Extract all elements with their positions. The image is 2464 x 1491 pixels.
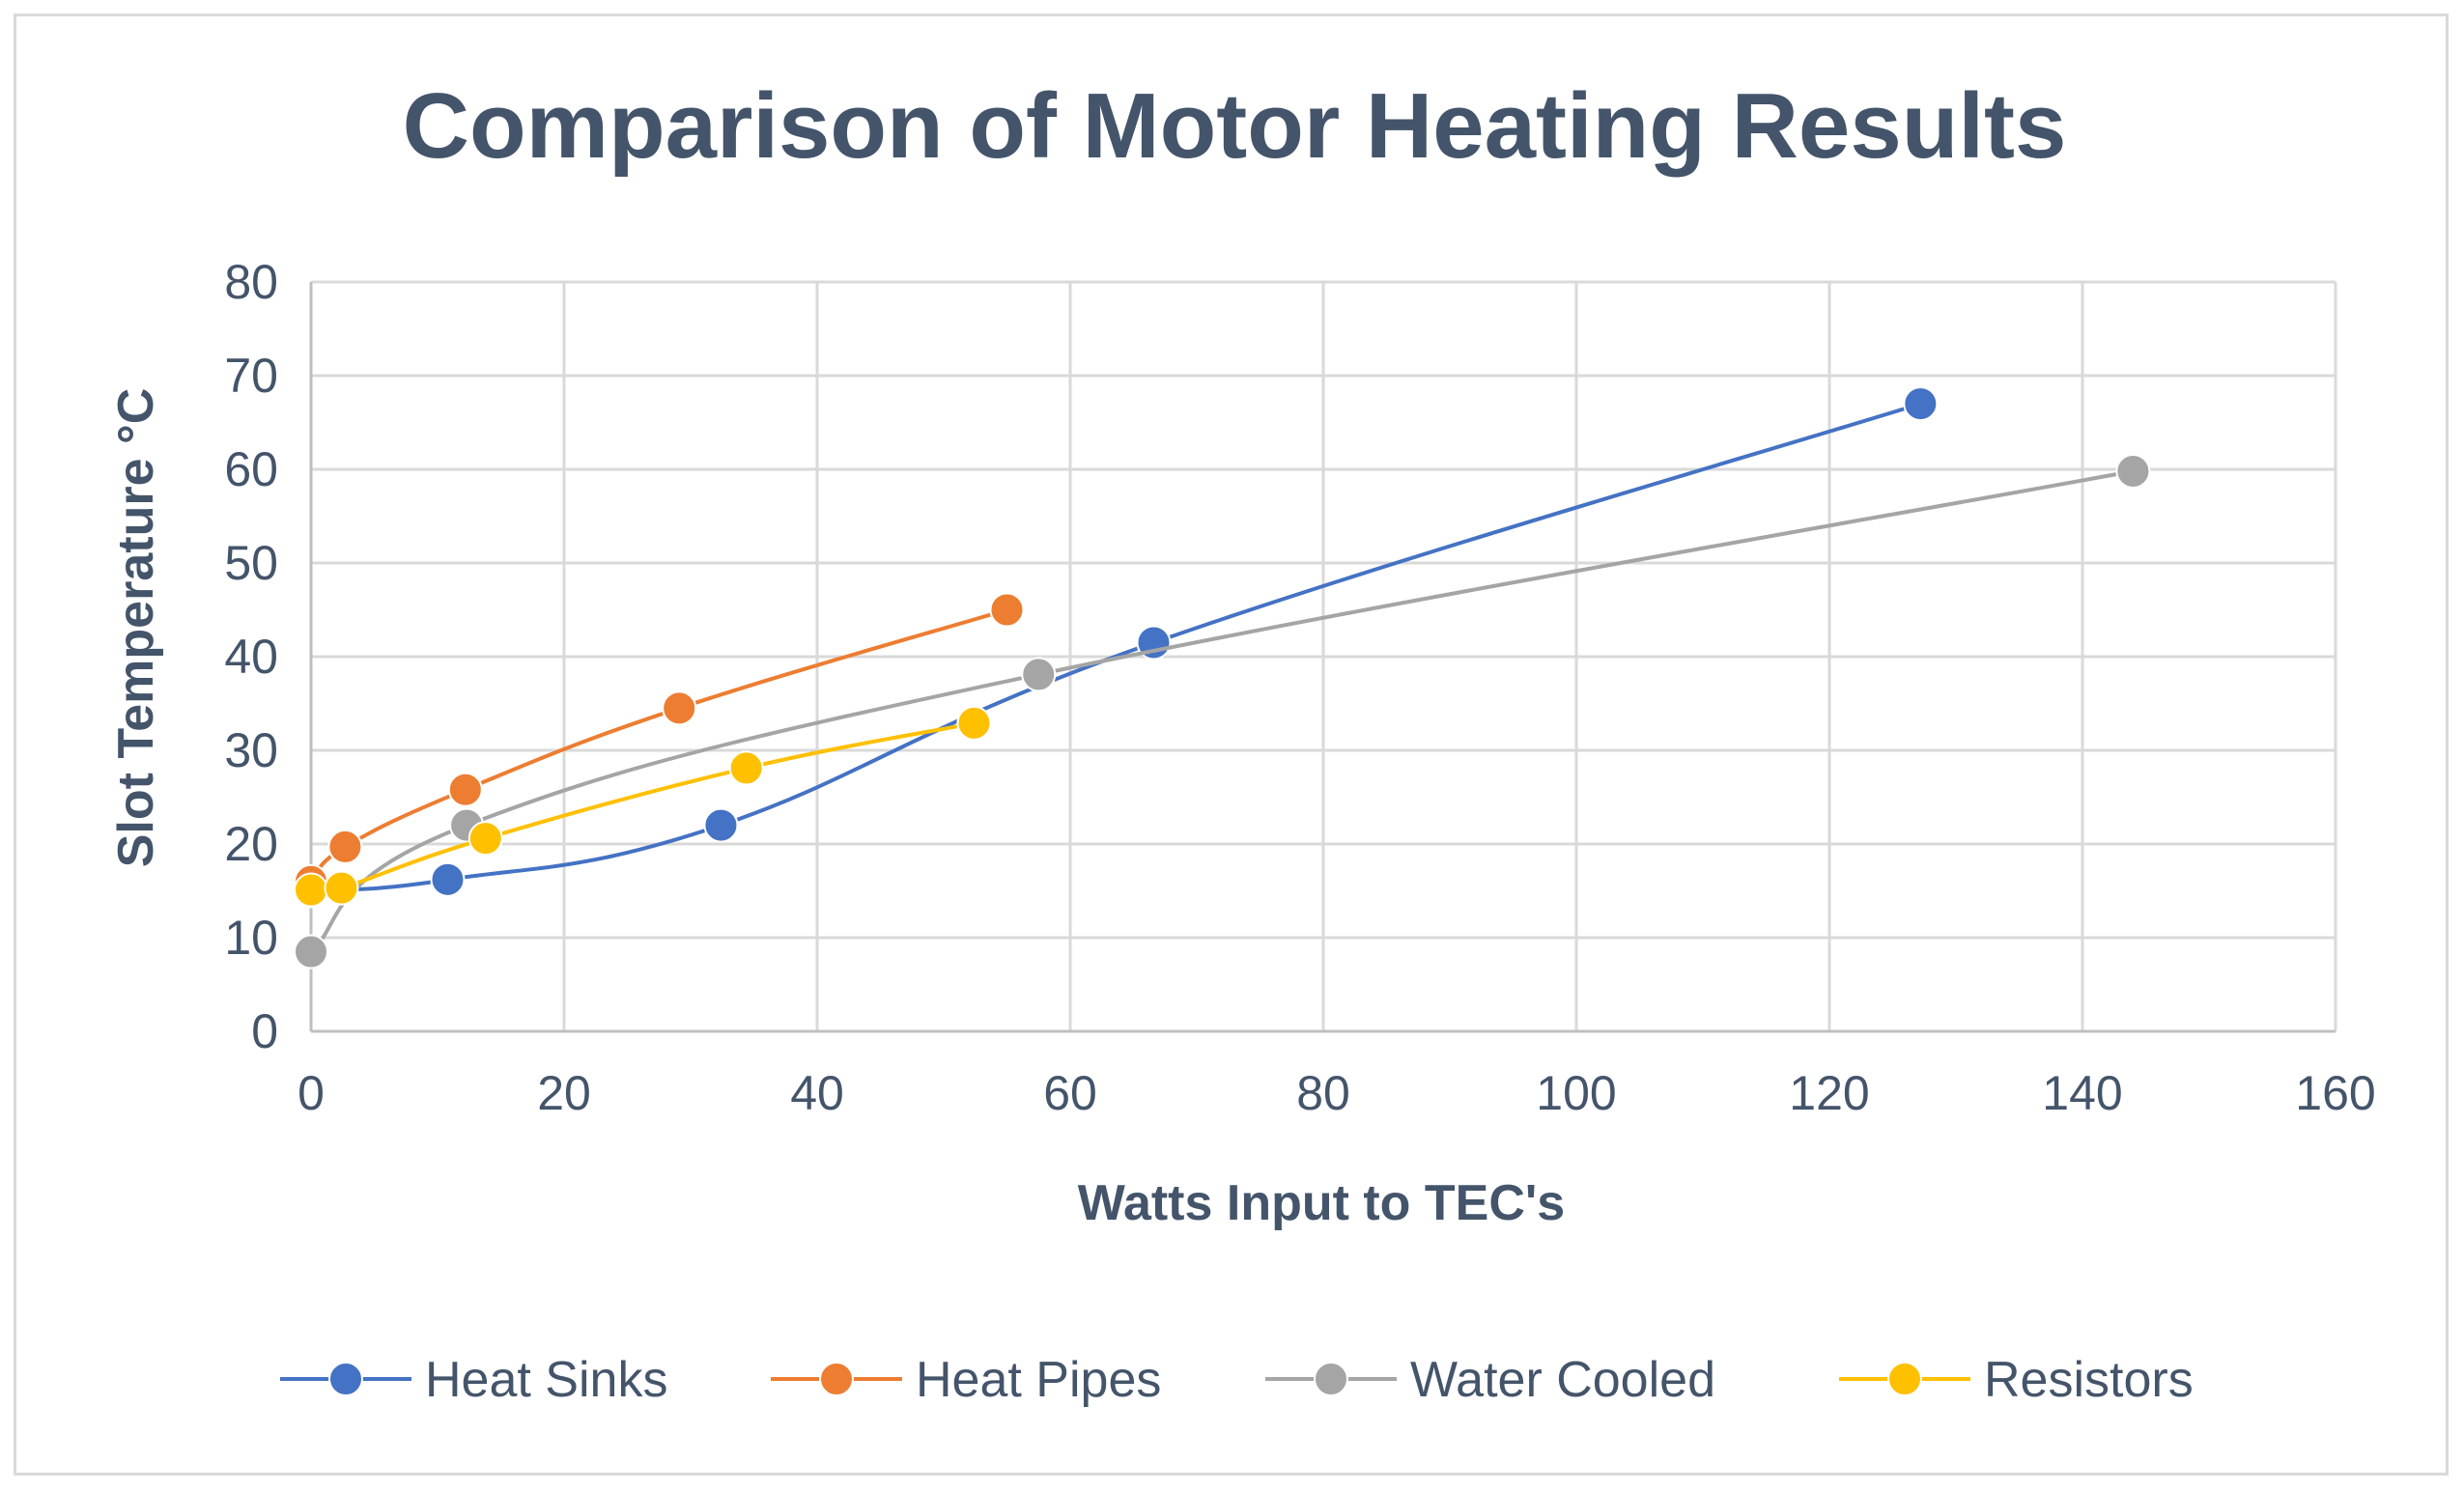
- x-tick-label: 60: [1043, 1066, 1097, 1120]
- x-tick-label: 100: [1536, 1066, 1616, 1120]
- x-tick-label: 40: [790, 1066, 844, 1120]
- legend-item: Heat Pipes: [771, 1352, 1161, 1408]
- y-tick-label: 80: [224, 255, 278, 309]
- y-tick-label: 30: [224, 723, 278, 777]
- data-point: [324, 870, 359, 906]
- series-resistors: [294, 705, 992, 908]
- data-point: [467, 821, 503, 857]
- data-point: [2115, 453, 2151, 489]
- chart-frame: [14, 14, 2449, 1476]
- data-point: [1021, 657, 1057, 692]
- data-point: [430, 861, 466, 897]
- x-axis-title: Watts Input to TEC's: [1078, 1175, 1565, 1231]
- legend-label: Resistors: [1984, 1352, 2194, 1408]
- y-tick-label: 0: [251, 1004, 278, 1058]
- legend-marker: [328, 1362, 363, 1396]
- data-point: [728, 750, 764, 786]
- data-point: [989, 592, 1025, 628]
- x-tick-label: 140: [2042, 1066, 2122, 1120]
- data-point: [447, 772, 483, 807]
- y-tick-label: 60: [224, 442, 278, 496]
- x-tick-label: 80: [1296, 1066, 1350, 1120]
- legend-label: Heat Pipes: [916, 1352, 1161, 1408]
- x-tick-label: 0: [297, 1066, 325, 1120]
- axes: 0 10 20 30 40 50 60 70 80 0 20 40 60 80 100 120 140 160: [224, 255, 2375, 1120]
- y-tick-label: 10: [224, 911, 278, 965]
- data-point: [703, 807, 739, 843]
- y-tick-label: 20: [224, 817, 278, 871]
- legend-item: Heat Sinks: [280, 1352, 667, 1408]
- legend-marker: [1314, 1362, 1348, 1396]
- y-tick-label: 40: [224, 630, 278, 684]
- legend-marker: [1887, 1362, 1922, 1396]
- legend-item: Water Cooled: [1265, 1352, 1715, 1408]
- data-point: [1903, 386, 1939, 422]
- y-axis-title: Slot Temperature °C: [108, 388, 164, 868]
- x-tick-label: 160: [2295, 1066, 2375, 1120]
- chart-title: Comparison of Motor Heating Results: [403, 74, 2067, 178]
- series-line: [310, 720, 975, 895]
- series-heat-sinks: [294, 386, 1939, 909]
- series-layer: [294, 386, 2151, 970]
- legend: Heat Sinks Heat Pipes Water Cooled Resistor…: [280, 1352, 2194, 1408]
- legend-item: Resistors: [1839, 1352, 2194, 1408]
- legend-label: Heat Sinks: [425, 1352, 667, 1408]
- data-point: [294, 872, 328, 908]
- grid-lines: [311, 280, 2337, 1031]
- y-tick-label: 50: [224, 536, 278, 590]
- y-tick-label: 70: [224, 349, 278, 403]
- series-line: [309, 468, 2134, 954]
- data-point: [327, 829, 363, 864]
- legend-marker: [819, 1362, 854, 1396]
- x-tick-label: 20: [537, 1066, 591, 1120]
- data-point: [662, 690, 697, 726]
- x-tick-label: 120: [1789, 1066, 1869, 1120]
- legend-label: Water Cooled: [1410, 1352, 1715, 1408]
- series-water-cooled: [294, 453, 2151, 970]
- data-point: [294, 934, 328, 970]
- data-point: [956, 705, 992, 741]
